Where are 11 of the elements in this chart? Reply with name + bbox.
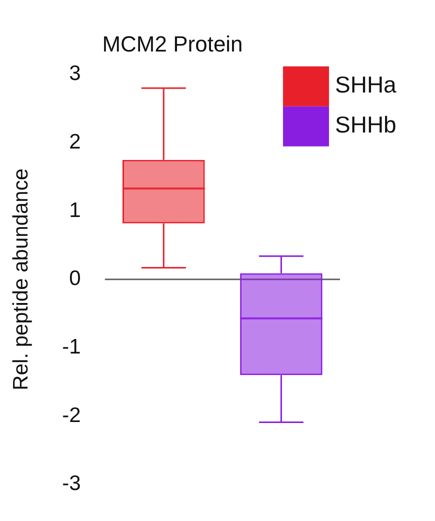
chart-title: MCM2 Protein <box>102 31 243 56</box>
legend-label: SHHa <box>335 72 397 98</box>
y-tick-label: 2 <box>69 130 81 154</box>
y-axis-title: Rel. peptide abundance <box>9 168 32 390</box>
legend-label: SHHb <box>335 112 396 138</box>
y-tick-label: -2 <box>62 404 81 427</box>
y-tick-label: 0 <box>69 267 81 290</box>
y-tick-label: -1 <box>62 336 81 359</box>
y-tick-label: -3 <box>62 472 81 496</box>
y-tick-label: 1 <box>69 198 81 222</box>
y-tick-label: 3 <box>69 62 81 86</box>
